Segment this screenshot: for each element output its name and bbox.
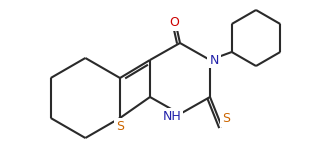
Text: S: S: [116, 120, 124, 133]
Text: O: O: [169, 17, 179, 29]
Text: S: S: [222, 112, 230, 126]
Text: N: N: [209, 53, 219, 66]
Text: NH: NH: [163, 110, 181, 122]
